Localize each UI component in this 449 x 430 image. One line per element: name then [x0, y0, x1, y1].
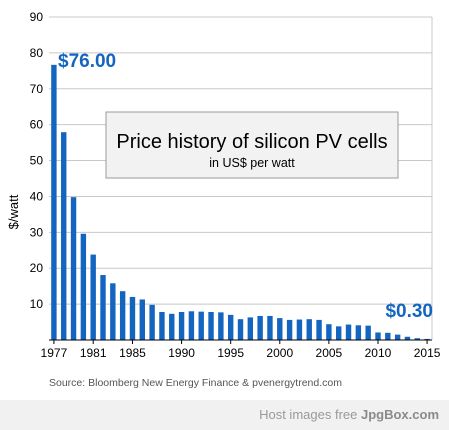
bar-1984 — [119, 291, 126, 340]
x-tick-label-2005: 2005 — [316, 346, 343, 360]
title-box — [105, 111, 399, 179]
bar-2007 — [345, 324, 352, 340]
bar-1983 — [110, 283, 116, 340]
bar-2002 — [296, 319, 303, 340]
bar-1990 — [178, 312, 185, 340]
x-tick-label-1995: 1995 — [217, 346, 244, 360]
x-tick-label-1990: 1990 — [168, 346, 195, 360]
y-tick-labels: 10 20 30 40 50 60 70 80 90 — [30, 10, 44, 311]
bar-1994 — [218, 312, 224, 340]
end-price-label: $0.30 — [385, 301, 433, 322]
footer-brand: JpgBox.com — [360, 407, 439, 422]
start-price-label: $76.00 — [58, 51, 116, 72]
bar-2008 — [355, 325, 362, 340]
footer-text[interactable]: Host images free JpgBox.com — [259, 407, 439, 422]
bar-2006 — [336, 326, 342, 340]
bar-1987 — [149, 304, 155, 340]
bar-1992 — [198, 311, 204, 340]
bar-1991 — [188, 311, 195, 340]
bar-1979 — [70, 197, 77, 340]
bar-2013 — [404, 336, 411, 340]
bar-1993 — [208, 312, 214, 340]
y-tick-label-70: 70 — [30, 82, 44, 96]
bar-2015 — [424, 338, 430, 340]
bar-1988 — [159, 312, 165, 340]
x-tick-labels: 1977 1981 1985 1990 1995 2000 2005 2010 2015 — [41, 340, 441, 360]
bar-1989 — [169, 313, 175, 340]
y-tick-label-10: 10 — [30, 297, 44, 311]
bar-2004 — [316, 319, 322, 340]
y-tick-label-80: 80 — [30, 46, 44, 60]
x-tick-label-2010: 2010 — [365, 346, 392, 360]
bar-2009 — [365, 325, 371, 340]
bar-2012 — [394, 334, 401, 340]
bar-2014 — [414, 338, 420, 340]
y-tick-label-90: 90 — [30, 10, 44, 24]
bar-1999 — [267, 315, 273, 340]
bars — [51, 64, 430, 340]
bar-2000 — [277, 318, 283, 340]
footer-bar: Host images free JpgBox.com — [0, 400, 449, 430]
bar-2001 — [286, 319, 293, 340]
bar-1981 — [90, 254, 96, 340]
y-tick-label-50: 50 — [30, 154, 44, 168]
x-tick-label-1981: 1981 — [80, 346, 107, 360]
x-tick-label-2015: 2015 — [414, 346, 441, 360]
x-tick-label-2000: 2000 — [266, 346, 293, 360]
bar-2003 — [306, 319, 312, 340]
bar-1998 — [257, 315, 263, 340]
bar-1985 — [129, 296, 136, 340]
bar-2005 — [326, 324, 332, 340]
chart-title: Price history of silicon PV cells — [116, 131, 387, 153]
x-tick-label-1977: 1977 — [41, 346, 68, 360]
bar-1995 — [227, 314, 234, 340]
y-tick-label-30: 30 — [30, 225, 44, 239]
bar-1978 — [61, 132, 67, 340]
bar-2010 — [375, 332, 381, 340]
y-tick-label-40: 40 — [30, 189, 44, 203]
bar-1986 — [139, 299, 145, 340]
bar-2011 — [385, 332, 391, 340]
y-axis-label: $/watt — [6, 194, 21, 229]
chart-svg: 10 20 30 40 50 60 70 80 90 1977 1981 1985 1990 1995 2… — [6, 10, 441, 389]
bar-1996 — [237, 319, 244, 340]
x-tick-label-1985: 1985 — [119, 346, 146, 360]
footer-prefix: Host images free — [259, 407, 358, 422]
y-tick-label-60: 60 — [30, 118, 44, 132]
chart-subtitle: in US$ per watt — [209, 156, 295, 170]
bar-1997 — [247, 317, 254, 340]
bar-1980 — [80, 233, 87, 340]
chart: 10 20 30 40 50 60 70 80 90 1977 1981 1985 1990 1995 2… — [6, 10, 441, 389]
source-note: Source: Bloomberg New Energy Finance & p… — [49, 377, 342, 389]
bar-1982 — [100, 275, 106, 340]
y-tick-label-20: 20 — [30, 261, 44, 275]
bar-1977 — [51, 64, 57, 340]
